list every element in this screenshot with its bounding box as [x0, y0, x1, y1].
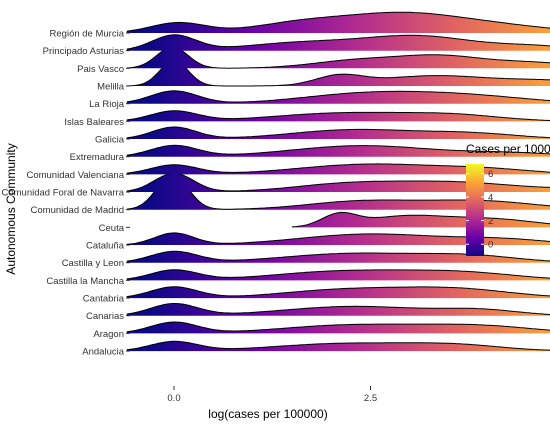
- ridge-area: [126, 127, 550, 139]
- y-tick-label: Melilla: [97, 82, 125, 93]
- y-tick-label: Cantabria: [83, 294, 125, 305]
- legend-tick-label: 2: [488, 216, 493, 227]
- ridge-area: [126, 251, 550, 263]
- ridge-line: [126, 163, 550, 174]
- ridge-area: [126, 286, 550, 299]
- legend-colorbar: [466, 164, 484, 256]
- ridge-line: [126, 286, 550, 297]
- y-tick-label: Comunidad Valenciana: [26, 170, 124, 181]
- y-axis: Región de Murcia Principado Asturias Pais …: [1, 29, 130, 358]
- y-tick-label: La Rioja: [89, 99, 125, 110]
- ridge-area: [126, 174, 550, 210]
- ridge-line: [126, 303, 550, 315]
- ridge-line: [126, 340, 550, 351]
- ridge-area: [126, 145, 550, 157]
- ridge-line: [126, 126, 550, 139]
- ridge-area: [126, 60, 550, 86]
- y-tick-label: Principado Asturias: [43, 46, 125, 57]
- ridge-area: [126, 322, 550, 334]
- x-axis-title: log(cases per 100000): [208, 407, 327, 421]
- y-tick-label: Ceuta: [99, 223, 125, 234]
- ridge-line: [126, 250, 550, 262]
- legend-ticks: 0 2 4 6: [466, 169, 493, 251]
- y-tick-label: Pais Vasco: [77, 64, 124, 75]
- y-tick-label: Aragon: [93, 329, 124, 340]
- x-tick-label: 2.5: [364, 393, 377, 404]
- ridge-line: [126, 110, 550, 122]
- y-tick-label: Galicia: [95, 135, 125, 146]
- legend: Cases per 100000 0 2 4 6: [466, 142, 550, 256]
- ridge-line: [126, 232, 550, 245]
- y-tick-label: Extremadura: [70, 152, 125, 163]
- ridge-area: [126, 90, 550, 104]
- legend-tick-label: 4: [488, 193, 493, 204]
- ridge-line: [126, 59, 550, 87]
- ridge-area: [126, 34, 550, 51]
- ridge-line: [126, 172, 550, 192]
- y-tick-label: Región de Murcia: [50, 29, 125, 40]
- ridge-line: [126, 90, 550, 103]
- y-tick-label: Castilla la Mancha: [46, 276, 124, 287]
- y-tick-label: Castilla y Leon: [62, 258, 124, 269]
- x-tick-label: 0.0: [167, 393, 180, 404]
- ridge-line: [126, 11, 550, 32]
- y-tick-label: Cataluña: [86, 241, 125, 252]
- ridge-area: [126, 173, 550, 192]
- ridge-area: [126, 303, 550, 316]
- ridge-area: [291, 212, 550, 228]
- ridge-line: [291, 211, 550, 228]
- ridge-area: [126, 47, 550, 69]
- ridge-line: [126, 144, 550, 156]
- legend-tick-label: 6: [488, 169, 493, 180]
- ridge-area: [126, 12, 550, 33]
- ridge-area: [126, 232, 550, 245]
- ridges: [126, 11, 550, 352]
- ridge-line: [126, 269, 550, 280]
- y-tick-label: Comunidad de Madrid: [31, 205, 124, 216]
- y-tick-label: Canarias: [86, 311, 124, 322]
- legend-tick-label: 0: [488, 240, 493, 251]
- y-tick-label: Andalucia: [82, 347, 124, 358]
- x-axis: 0.02.55.0: [167, 386, 377, 404]
- y-tick-label: Islas Baleares: [64, 117, 124, 128]
- ridge-line: [126, 174, 550, 210]
- ridge-area: [126, 163, 550, 175]
- ridge-line: [126, 46, 550, 69]
- legend-title: Cases per 100000: [466, 142, 550, 156]
- y-tick-label: Comunidad Foral de Navarra: [1, 188, 124, 199]
- ridge-line: [126, 321, 550, 333]
- ridge-line: [126, 34, 550, 50]
- y-axis-title: Autonomous Community: [4, 143, 18, 274]
